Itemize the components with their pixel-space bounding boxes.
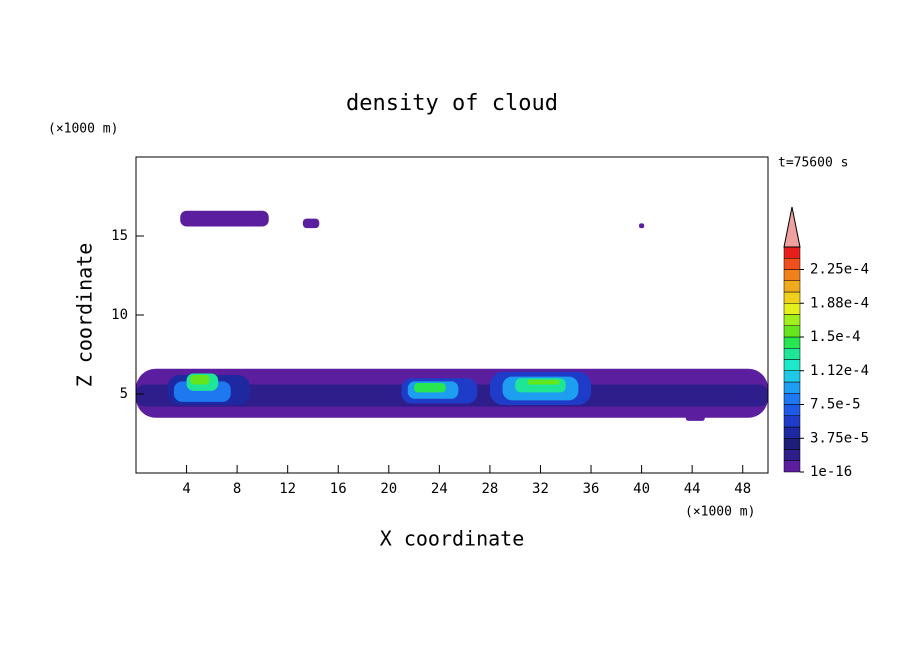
- contour-region: [190, 375, 210, 385]
- x-axis-label: X coordinate: [380, 527, 525, 551]
- y-unit: (×1000 m): [48, 122, 118, 137]
- x-tick-label: 48: [734, 481, 751, 497]
- plot-frame: [135, 156, 769, 474]
- colorbar-bin: [783, 415, 801, 428]
- x-tick-label: 12: [279, 481, 296, 497]
- x-tick-label: 32: [532, 481, 549, 497]
- colorbar-tick-label: 7.5e-5: [810, 397, 861, 413]
- colorbar-bin: [783, 258, 801, 270]
- colorbar-bin: [783, 280, 801, 293]
- colorbar-bin: [783, 426, 801, 439]
- colorbar-tick-label: 1e-16: [810, 464, 852, 480]
- colorbar-tick-label: 2.25e-4: [810, 262, 869, 278]
- chart-title: density of cloud: [346, 91, 558, 116]
- x-tick-label: 20: [380, 481, 397, 497]
- contour-region: [639, 223, 645, 229]
- colorbar-bin: [783, 246, 801, 259]
- y-axis-label: Z coordinate: [73, 243, 97, 388]
- colorbar-bin: [783, 449, 801, 461]
- colorbar-tick-label: 3.75e-5: [810, 430, 869, 446]
- colorbar-bin: [783, 348, 801, 360]
- x-tick-label: 8: [233, 481, 241, 497]
- colorbar-bin: [783, 336, 801, 349]
- colorbar-bin: [783, 269, 801, 281]
- colorbar-bin: [783, 381, 801, 394]
- time-label: t=75600 s: [778, 156, 848, 171]
- x-tick-label: 36: [583, 481, 600, 497]
- y-tick-label: 5: [120, 386, 128, 402]
- colorbar-bin: [783, 359, 801, 371]
- colorbar-tick-label: 1.5e-4: [810, 329, 861, 345]
- x-unit: (×1000 m): [685, 505, 755, 520]
- colorbar-tick-label: 1.88e-4: [810, 295, 869, 311]
- x-tick-label: 40: [633, 481, 650, 497]
- colorbar-bin: [783, 291, 801, 304]
- x-tick-label: 16: [330, 481, 347, 497]
- contour-region: [414, 382, 446, 393]
- x-tick-label: 4: [182, 481, 190, 497]
- x-tick-label: 24: [431, 481, 448, 497]
- y-tick-label: 15: [111, 228, 128, 244]
- contour-region: [527, 379, 560, 385]
- contour-region: [685, 414, 705, 421]
- colorbar-bin: [783, 314, 801, 326]
- x-tick-label: 28: [481, 481, 498, 497]
- y-tick-label: 10: [111, 307, 128, 323]
- colorbar-bin: [783, 370, 801, 383]
- contour-region: [180, 210, 269, 227]
- x-tick-label: 44: [684, 481, 701, 497]
- colorbar-bin: [783, 404, 801, 416]
- colorbar-bin: [783, 460, 801, 473]
- colorbar-extension: [783, 206, 801, 248]
- contour-region: [302, 218, 320, 229]
- colorbar-bin: [783, 325, 801, 338]
- colorbar-bin: [783, 438, 801, 450]
- colorbar-bin: [783, 393, 801, 405]
- colorbar-tick-label: 1.12e-4: [810, 363, 869, 379]
- colorbar-bin: [783, 303, 801, 315]
- contour-field: [136, 210, 768, 421]
